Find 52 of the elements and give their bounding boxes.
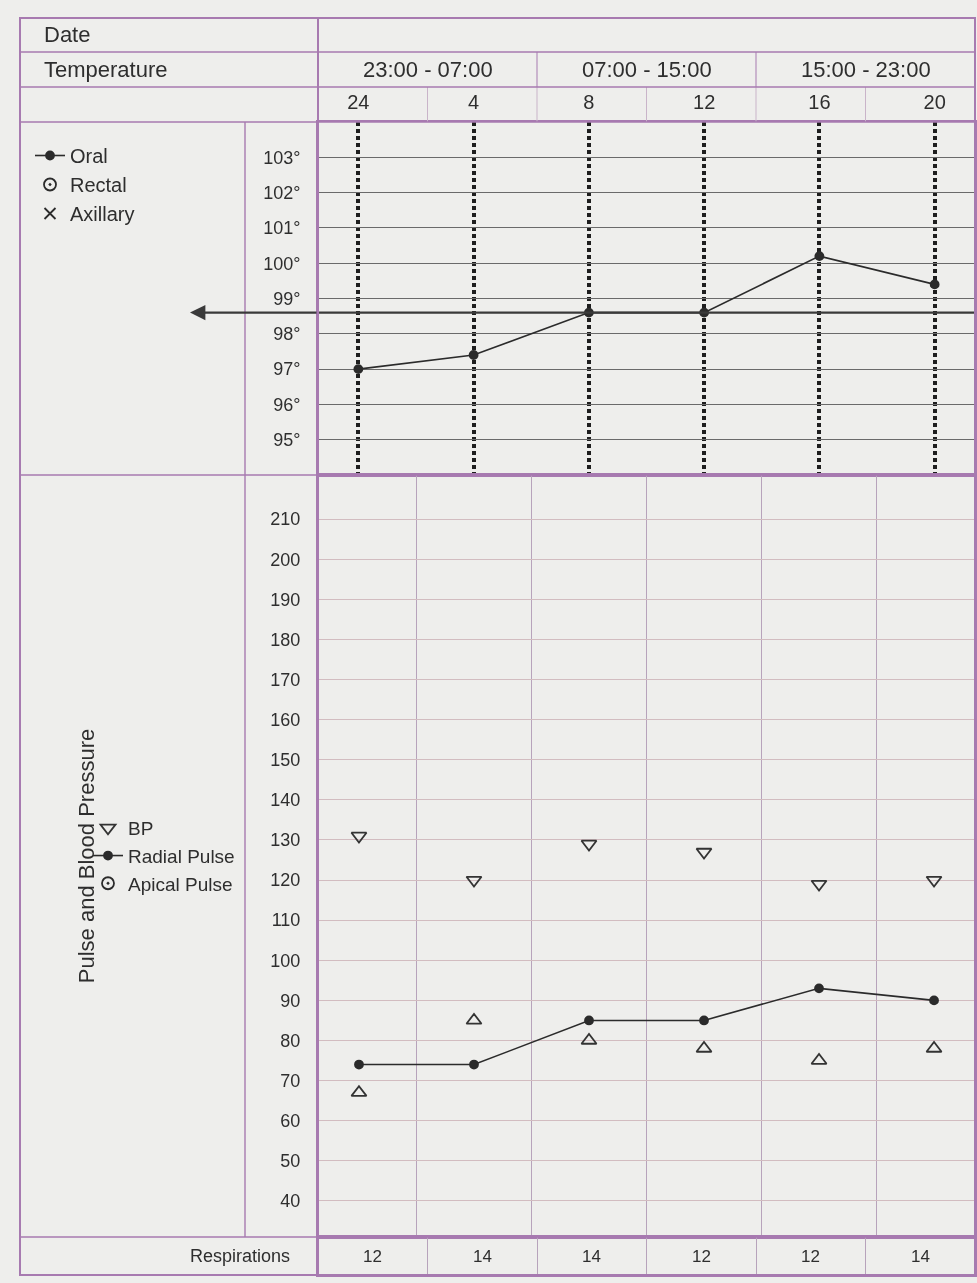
y-tick-label: 40: [280, 1191, 301, 1212]
x-tick-label: 4: [468, 91, 480, 113]
data-label: 12: [363, 1247, 382, 1266]
x-tick-label: 12: [693, 91, 716, 113]
text: 15:00 - 23:00: [801, 57, 931, 82]
legend-label: Rectal: [70, 174, 127, 197]
y-tick-label: 101°: [263, 218, 301, 239]
y-tick-label: 100°: [263, 253, 301, 274]
y-tick-label: 130: [270, 830, 301, 851]
x-tick-label: 8: [583, 91, 595, 113]
y-tick-label: 180: [270, 629, 301, 650]
y-tick-label: 90: [280, 990, 301, 1011]
y-tick-label: 70: [280, 1070, 301, 1091]
y-tick-label: 110: [271, 910, 301, 931]
y-tick-label: 60: [280, 1110, 301, 1131]
legend-label: BP: [128, 818, 154, 840]
y-tick-label: 97°: [273, 359, 301, 380]
data-label: 14: [473, 1247, 492, 1266]
y-tick-label: 103°: [263, 147, 301, 168]
y-tick-label: 210: [270, 509, 301, 530]
y-tick-label: 100: [270, 950, 301, 971]
data-label: 14: [911, 1247, 930, 1266]
x-tick-label: 24: [347, 91, 370, 113]
y-tick-label: 99°: [273, 288, 301, 309]
y-tick-label: 95°: [273, 430, 301, 450]
y-tick-label: 160: [270, 709, 301, 730]
y-tick-label: 98°: [273, 324, 301, 345]
y-tick-label: 150: [270, 750, 301, 771]
x-tick-label: 20: [923, 91, 946, 113]
legend-label: Oral: [70, 145, 108, 168]
x-tick-label: 16: [808, 91, 831, 113]
text: 07:00 - 15:00: [582, 57, 712, 82]
data-label: 14: [582, 1247, 601, 1266]
y-tick-label: 50: [280, 1151, 301, 1172]
y-tick-label: 190: [270, 589, 301, 610]
data-label: 12: [801, 1247, 820, 1266]
legend-label: Radial Pulse: [128, 845, 235, 867]
text: 23:00 - 07:00: [363, 57, 493, 82]
y-tick-label: 120: [270, 870, 301, 891]
y-tick-label: 102°: [263, 182, 301, 203]
text: Respirations: [190, 1246, 291, 1266]
legend-label: Axillary: [70, 203, 135, 226]
y-tick-label: 170: [270, 669, 301, 690]
data-label: 12: [692, 1247, 711, 1266]
y-tick-label: 200: [270, 549, 301, 570]
legend-label: Apical Pulse: [128, 873, 233, 895]
text: Temperature: [44, 57, 168, 82]
y-tick-label: 80: [280, 1030, 301, 1051]
y-tick-label: 96°: [273, 394, 301, 415]
y-axis-title: Pulse and Blood Pressure: [73, 728, 99, 984]
y-tick-label: 140: [270, 790, 301, 811]
text: Date: [44, 22, 91, 47]
